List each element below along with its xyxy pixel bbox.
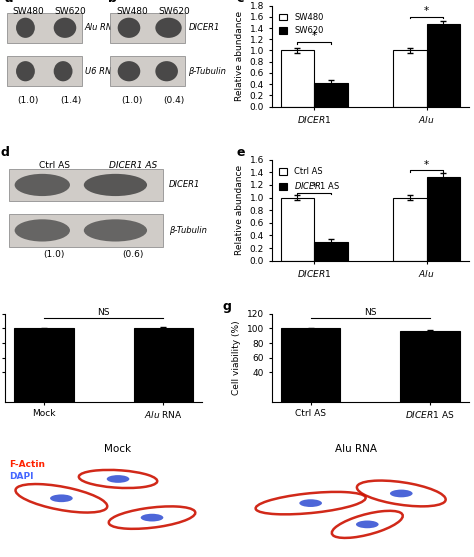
Y-axis label: Relative abundance: Relative abundance: [235, 11, 244, 101]
Text: DICER1: DICER1: [169, 180, 200, 189]
Ellipse shape: [118, 61, 140, 81]
Bar: [393, 198, 427, 261]
Text: DICER1: DICER1: [188, 23, 219, 32]
Text: SW480: SW480: [12, 7, 44, 16]
Text: (1.4): (1.4): [60, 96, 81, 105]
Ellipse shape: [118, 18, 140, 38]
Ellipse shape: [390, 490, 412, 497]
Text: Alu RNA: Alu RNA: [85, 23, 118, 32]
Bar: [7, 56, 82, 86]
Bar: [314, 242, 348, 261]
Y-axis label: Relative abundance: Relative abundance: [235, 165, 244, 255]
Text: a: a: [5, 0, 13, 4]
Text: SW480: SW480: [116, 7, 148, 16]
Text: d: d: [1, 146, 9, 159]
Text: (1.0): (1.0): [121, 96, 143, 105]
Text: c: c: [236, 0, 243, 4]
Text: (1.0): (1.0): [18, 96, 39, 105]
Legend: Ctrl AS, $\it{DICER1}$ AS: Ctrl AS, $\it{DICER1}$ AS: [276, 164, 344, 195]
Text: SW620: SW620: [55, 7, 86, 16]
Bar: [427, 177, 460, 261]
Ellipse shape: [141, 514, 164, 521]
Text: e: e: [236, 146, 245, 159]
Ellipse shape: [54, 61, 73, 81]
Bar: [7, 13, 82, 43]
Ellipse shape: [16, 18, 35, 38]
Bar: [393, 51, 427, 106]
Text: Ctrl AS: Ctrl AS: [39, 161, 70, 170]
Ellipse shape: [356, 520, 379, 528]
Bar: [427, 24, 460, 106]
Text: SW620: SW620: [158, 7, 190, 16]
Title: Mock: Mock: [104, 444, 132, 454]
Title: Alu RNA: Alu RNA: [335, 444, 377, 454]
Text: (1.0): (1.0): [44, 250, 65, 258]
Text: *: *: [424, 160, 429, 170]
Text: DAPI: DAPI: [9, 472, 34, 481]
Text: *: *: [424, 6, 429, 16]
Bar: [9, 169, 163, 201]
Text: β-Tubulin: β-Tubulin: [169, 226, 207, 235]
Text: β-Tubulin: β-Tubulin: [188, 67, 226, 76]
Ellipse shape: [155, 18, 182, 38]
Text: NS: NS: [97, 308, 110, 317]
Bar: [281, 329, 340, 402]
Ellipse shape: [299, 499, 322, 507]
Bar: [110, 13, 185, 43]
Bar: [14, 329, 73, 402]
Ellipse shape: [54, 18, 76, 38]
Bar: [134, 328, 193, 402]
Ellipse shape: [16, 61, 35, 81]
Ellipse shape: [50, 495, 73, 502]
Text: (0.6): (0.6): [123, 250, 144, 258]
Ellipse shape: [84, 174, 147, 196]
Bar: [9, 214, 163, 247]
Legend: SW480, SW620: SW480, SW620: [276, 9, 327, 38]
Ellipse shape: [155, 61, 178, 81]
Ellipse shape: [15, 219, 70, 242]
Bar: [281, 198, 314, 261]
Text: b: b: [108, 0, 117, 4]
Text: F-Actin: F-Actin: [9, 460, 46, 468]
Text: NS: NS: [364, 308, 377, 317]
Text: DICER1 AS: DICER1 AS: [109, 161, 157, 170]
Ellipse shape: [15, 174, 70, 196]
Ellipse shape: [107, 475, 129, 483]
Y-axis label: Cell viability (%): Cell viability (%): [232, 320, 241, 395]
Bar: [401, 331, 460, 402]
Text: (0.4): (0.4): [164, 96, 185, 105]
Bar: [314, 83, 348, 106]
Text: *: *: [312, 182, 317, 192]
Ellipse shape: [84, 219, 147, 242]
Bar: [110, 56, 185, 86]
Text: g: g: [222, 300, 231, 313]
Bar: [281, 51, 314, 106]
Text: *: *: [312, 32, 317, 41]
Text: U6 RNA: U6 RNA: [85, 67, 117, 76]
